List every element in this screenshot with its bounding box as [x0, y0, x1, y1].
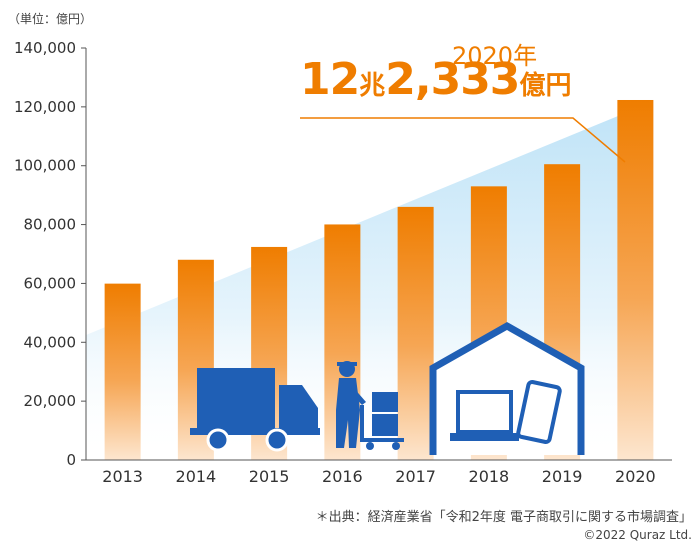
x-tick-label: 2019 [542, 467, 583, 486]
x-tick-label: 2018 [469, 467, 510, 486]
y-tick-label: 0 [66, 451, 76, 469]
annotation-amount: 12兆2,333億円 [300, 58, 571, 102]
x-tick-label: 2020 [615, 467, 656, 486]
y-axis: 0 20,000 40,000 60,000 80,000 100,000 120,000 1… [14, 39, 672, 469]
annotation-year: 2020年 [452, 42, 538, 70]
y-tick-label: 140,000 [14, 39, 76, 57]
x-tick-label: 2013 [102, 467, 143, 486]
y-tick-label: 20,000 [24, 392, 77, 410]
y-tick-label: 80,000 [24, 216, 77, 234]
unit-label: （単位：億円） [8, 12, 93, 26]
house-icon [429, 321, 585, 455]
y-tick-label: 120,000 [14, 98, 76, 116]
source-note: ＊出典：経済産業省「令和2年度 電子商取引に関する市場調査」 [315, 510, 692, 525]
annotation-trillion-number: 12 [300, 54, 360, 105]
bar-group [104, 99, 654, 460]
x-tick-label: 2015 [249, 467, 290, 486]
annotation-trillion-unit: 兆 [359, 71, 386, 101]
laptop-icon [450, 390, 519, 441]
x-tick-label: 2014 [176, 467, 217, 486]
annotation-hundred-million-unit: 億円 [519, 71, 572, 101]
delivery-truck-icon [190, 368, 320, 452]
x-axis: 2013 2014 2015 2016 2017 2018 2019 2020 [102, 467, 655, 486]
copyright: ©2022 Quraz Ltd. [583, 528, 692, 542]
y-tick-label: 60,000 [24, 274, 77, 292]
y-tick-label: 100,000 [14, 157, 76, 175]
smartphone-icon [516, 380, 562, 444]
y-tick-label: 40,000 [24, 333, 77, 351]
bar-2017 [397, 206, 434, 460]
x-tick-label: 2017 [395, 467, 436, 486]
bar-2020 [617, 99, 654, 460]
annotation-hundred-million-number: 2,333 [385, 54, 520, 105]
bar-2013 [104, 283, 141, 460]
delivery-worker-icon [336, 361, 404, 450]
x-tick-label: 2016 [322, 467, 363, 486]
annotation-leader-line [300, 117, 626, 163]
